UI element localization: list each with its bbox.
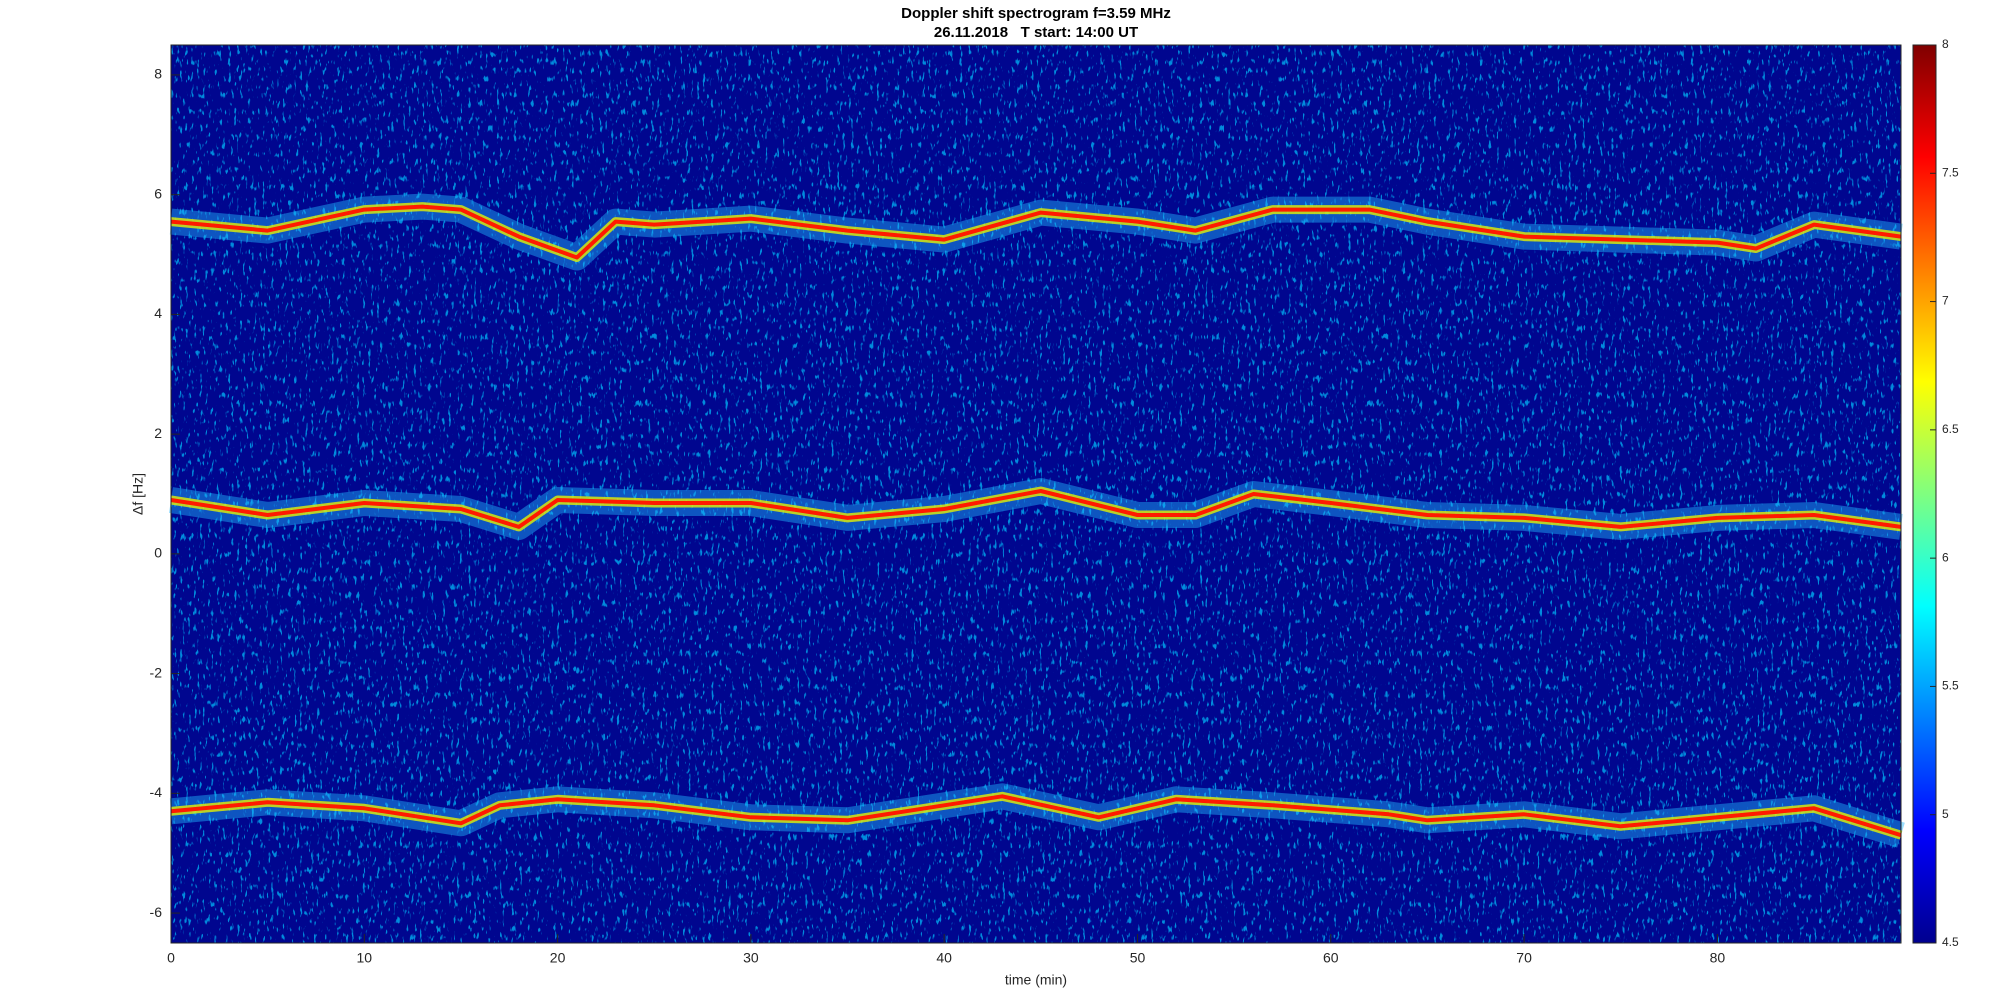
- colorbar-tick-label: 7: [1942, 294, 1949, 308]
- chart-subtitle: 26.11.2018 T start: 14:00 UT: [934, 24, 1138, 41]
- x-tick-label: 40: [936, 950, 952, 966]
- x-tick-label: 60: [1323, 950, 1339, 966]
- x-tick-label: 30: [743, 950, 759, 966]
- y-tick-label: 0: [154, 545, 162, 561]
- colorbar: [1912, 44, 1937, 944]
- traces: [169, 193, 1905, 848]
- x-tick-label: 0: [167, 950, 175, 966]
- colorbar-tick-label: 5: [1942, 807, 1949, 821]
- trace: [170, 794, 1902, 838]
- colorbar-tick-label: 8: [1942, 37, 1949, 51]
- y-tick-label: -4: [150, 784, 163, 800]
- colorbar-tick-label: 7.5: [1942, 165, 1959, 179]
- trace: [170, 489, 1902, 529]
- colorbar-tick-label: 5.5: [1942, 679, 1959, 693]
- x-tick-label: 10: [357, 950, 373, 966]
- y-tick-label: 6: [154, 185, 162, 201]
- chart-title: Doppler shift spectrogram f=3.59 MHz: [901, 5, 1171, 22]
- x-tick-label: 80: [1710, 950, 1726, 966]
- y-tick-label: 4: [154, 305, 162, 321]
- colorbar-tick-label: 4.5: [1942, 935, 1959, 949]
- x-tick-label: 20: [550, 950, 566, 966]
- x-tick-label: 50: [1130, 950, 1146, 966]
- x-tick-label: 70: [1516, 950, 1532, 966]
- x-axis-label: time (min): [1005, 972, 1067, 988]
- trace: [170, 204, 1902, 260]
- colorbar-tick-label: 6.5: [1942, 422, 1959, 436]
- y-axis-label: Δf [Hz]: [130, 473, 146, 515]
- plot-frame: [170, 44, 1902, 944]
- y-tick-label: -6: [150, 904, 163, 920]
- y-tick-label: 8: [154, 66, 162, 82]
- y-tick-label: -2: [150, 664, 163, 680]
- colorbar-tick-label: 6: [1942, 550, 1949, 564]
- y-tick-label: 2: [154, 425, 162, 441]
